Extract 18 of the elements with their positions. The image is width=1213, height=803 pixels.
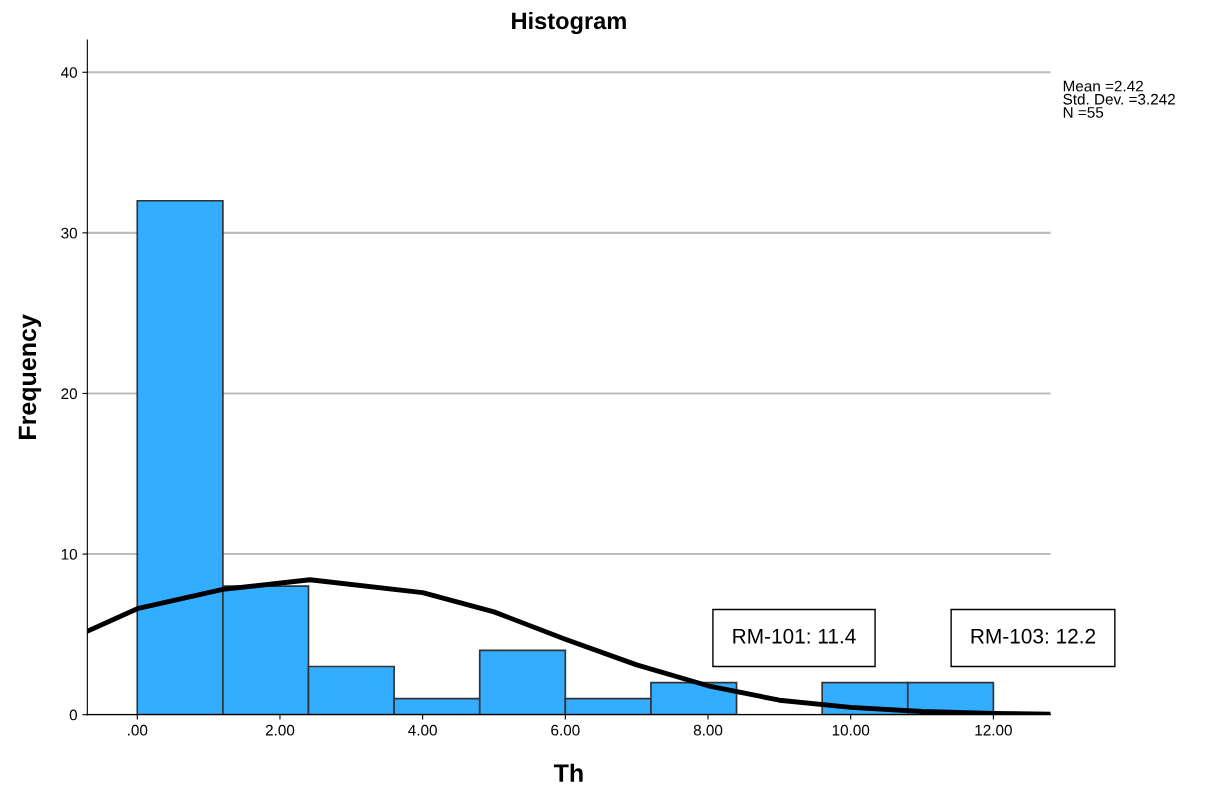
x-axis-title: Th bbox=[553, 763, 583, 782]
x-tick-label: 10.00 bbox=[832, 724, 870, 736]
x-tick-label: 2.00 bbox=[265, 724, 295, 736]
x-tick-label: 6.00 bbox=[551, 724, 580, 736]
y-tick-label: 0 bbox=[69, 709, 78, 721]
annotation: RM-101: 11.4 bbox=[733, 628, 856, 644]
x-tick-label: .00 bbox=[128, 724, 148, 736]
x-tick-label: 4.00 bbox=[408, 724, 437, 736]
y-axis-title: Frequency bbox=[18, 314, 42, 439]
y-tick-label: 10 bbox=[61, 548, 78, 560]
y-tick-label: 40 bbox=[60, 67, 78, 78]
annotation: RM-103: 12.2 bbox=[971, 628, 1096, 644]
text: Mean =2.42 Std. Dev. =3.242 N =55 bbox=[1063, 80, 1175, 118]
y-tick-label: 30 bbox=[61, 227, 78, 239]
x-tick-label: 12.00 bbox=[975, 724, 1012, 736]
y-tick-label: 20 bbox=[61, 388, 78, 400]
x-tick-label: 8.00 bbox=[693, 724, 723, 736]
chart-title: Histogram bbox=[512, 11, 626, 35]
